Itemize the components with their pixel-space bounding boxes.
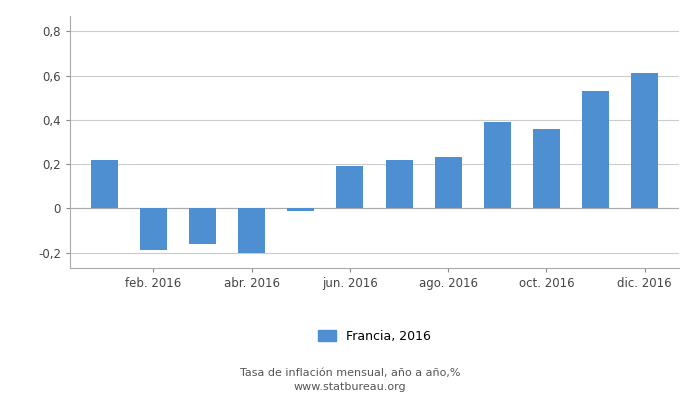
Bar: [631, 74, 658, 208]
Bar: [484, 122, 511, 208]
Bar: [582, 91, 609, 208]
Bar: [533, 129, 560, 208]
Legend: Francia, 2016: Francia, 2016: [313, 325, 436, 348]
Bar: [386, 160, 412, 208]
Bar: [337, 166, 363, 208]
Bar: [435, 158, 462, 208]
Text: Tasa de inflación mensual, año a año,%
www.statbureau.org: Tasa de inflación mensual, año a año,% w…: [239, 368, 461, 392]
Bar: [91, 160, 118, 208]
Bar: [189, 208, 216, 244]
Bar: [238, 208, 265, 252]
Bar: [287, 208, 314, 210]
Bar: [140, 208, 167, 250]
